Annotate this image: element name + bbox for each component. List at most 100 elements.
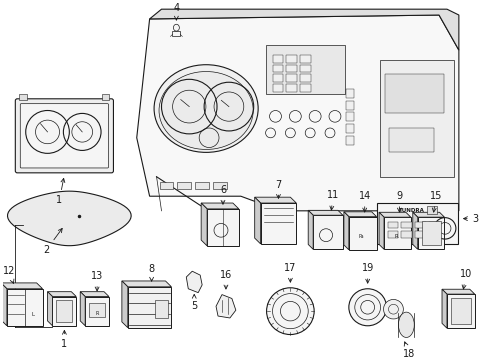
Polygon shape: [441, 289, 446, 328]
Polygon shape: [80, 292, 85, 326]
Text: 13: 13: [91, 271, 103, 291]
Text: 9: 9: [395, 191, 402, 212]
Polygon shape: [201, 203, 207, 246]
Bar: [207, 209, 238, 246]
Text: 8: 8: [148, 264, 154, 281]
Bar: [345, 136, 353, 145]
Bar: [312, 215, 342, 249]
Polygon shape: [122, 281, 171, 287]
Bar: [272, 55, 283, 63]
Bar: [386, 221, 398, 228]
Polygon shape: [47, 292, 52, 326]
Bar: [300, 75, 310, 82]
Polygon shape: [7, 191, 131, 246]
Bar: [450, 298, 470, 324]
Text: TUNDRA: TUNDRA: [399, 208, 425, 213]
Bar: [386, 231, 398, 238]
Polygon shape: [80, 292, 109, 297]
Polygon shape: [343, 212, 376, 217]
Bar: [265, 45, 344, 94]
Text: 18: 18: [403, 342, 415, 359]
Text: 16: 16: [220, 270, 232, 289]
Bar: [286, 55, 297, 63]
Text: 15: 15: [429, 191, 441, 212]
Bar: [417, 217, 444, 249]
Text: 17: 17: [284, 263, 296, 282]
Polygon shape: [201, 203, 238, 209]
Bar: [379, 60, 453, 177]
Bar: [260, 203, 296, 244]
Bar: [414, 231, 425, 238]
Polygon shape: [149, 9, 458, 50]
Circle shape: [348, 289, 386, 326]
Bar: [154, 301, 168, 318]
Bar: [286, 65, 297, 72]
Bar: [414, 221, 425, 228]
Bar: [52, 297, 76, 326]
Polygon shape: [186, 271, 202, 293]
Bar: [300, 65, 310, 72]
Ellipse shape: [159, 72, 253, 149]
Text: 1: 1: [56, 179, 65, 205]
Bar: [272, 65, 283, 72]
Bar: [56, 301, 72, 322]
Bar: [213, 181, 226, 189]
Bar: [427, 206, 436, 214]
Bar: [384, 75, 443, 113]
Text: 4: 4: [173, 3, 179, 20]
Text: 3: 3: [463, 213, 478, 224]
Bar: [345, 112, 353, 121]
Circle shape: [266, 288, 313, 334]
Bar: [421, 221, 440, 246]
Bar: [195, 181, 209, 189]
Circle shape: [383, 300, 403, 319]
Ellipse shape: [173, 24, 179, 31]
Polygon shape: [412, 212, 417, 249]
Polygon shape: [254, 197, 296, 203]
Polygon shape: [47, 292, 76, 297]
Bar: [383, 217, 410, 249]
Bar: [401, 231, 411, 238]
Text: 12: 12: [2, 266, 15, 283]
Text: Pa: Pa: [358, 234, 364, 239]
Polygon shape: [307, 210, 312, 249]
Bar: [345, 101, 353, 109]
Bar: [85, 297, 109, 326]
Ellipse shape: [398, 312, 413, 337]
Bar: [177, 181, 191, 189]
Polygon shape: [1, 283, 7, 326]
Bar: [348, 217, 376, 250]
Text: 6: 6: [220, 185, 225, 204]
FancyBboxPatch shape: [15, 99, 113, 173]
Ellipse shape: [154, 65, 258, 152]
Text: 7: 7: [275, 180, 281, 198]
Text: 11: 11: [326, 190, 338, 210]
Bar: [19, 94, 27, 100]
Text: 5: 5: [191, 294, 197, 311]
Text: 14: 14: [358, 191, 370, 212]
Polygon shape: [1, 283, 42, 289]
Bar: [446, 294, 474, 328]
Polygon shape: [343, 212, 348, 250]
FancyBboxPatch shape: [20, 104, 108, 168]
Polygon shape: [378, 212, 410, 217]
Bar: [127, 287, 171, 328]
Bar: [7, 289, 42, 326]
Polygon shape: [216, 294, 235, 318]
Bar: [345, 89, 353, 98]
Polygon shape: [307, 210, 342, 215]
Text: 10: 10: [459, 269, 471, 289]
Bar: [300, 55, 310, 63]
Bar: [102, 94, 109, 100]
Polygon shape: [441, 289, 474, 294]
Bar: [272, 84, 283, 92]
Text: 1: 1: [61, 330, 67, 349]
Bar: [286, 84, 297, 92]
Text: R: R: [95, 311, 99, 316]
Bar: [345, 124, 353, 133]
Text: R: R: [394, 234, 398, 239]
Polygon shape: [378, 212, 383, 249]
Polygon shape: [137, 15, 458, 211]
Bar: [286, 75, 297, 82]
Bar: [172, 31, 180, 36]
